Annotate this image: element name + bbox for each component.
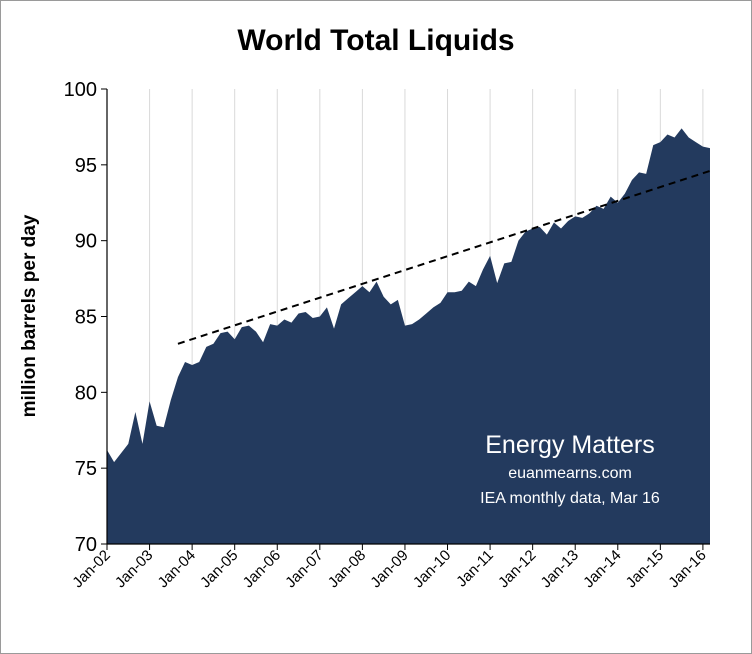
x-tick-label: Jan-09 xyxy=(367,547,411,591)
area-fill xyxy=(107,128,710,544)
y-tick-label: 85 xyxy=(75,307,97,329)
x-tick-label: Jan-16 xyxy=(665,547,709,591)
trendline-layer xyxy=(177,169,711,345)
y-tick-label: 70 xyxy=(75,534,97,556)
x-tick-label: Jan-08 xyxy=(325,547,369,591)
x-tick-label: Jan-05 xyxy=(197,547,241,591)
watermark-site: euanmearns.com xyxy=(508,465,632,482)
y-tick-label: 80 xyxy=(75,382,97,404)
trendline xyxy=(177,169,711,345)
y-tick-labels: 70 75 80 85 90 95 100 xyxy=(64,79,107,556)
x-tick-label: Jan-07 xyxy=(282,547,326,591)
x-tick-label: Jan-14 xyxy=(580,547,624,591)
watermark: Energy Matters euanmearns.com IEA monthl… xyxy=(470,429,670,511)
y-tick-label: 75 xyxy=(75,458,97,480)
watermark-source: IEA monthly data, Mar 16 xyxy=(480,490,660,507)
x-tick-labels: Jan-02Jan-03Jan-04Jan-05Jan-06Jan-07Jan-… xyxy=(69,544,710,591)
x-tick-label: Jan-15 xyxy=(623,547,667,591)
x-tick-label: Jan-11 xyxy=(453,547,497,591)
y-tick-label: 90 xyxy=(75,231,97,253)
chart-title: World Total Liquids xyxy=(237,24,515,57)
x-tick-label: Jan-04 xyxy=(154,547,198,591)
x-tick-label: Jan-10 xyxy=(410,547,454,591)
watermark-brand: Energy Matters xyxy=(485,431,655,459)
area-series xyxy=(107,128,710,544)
y-tick-label: 100 xyxy=(64,79,97,101)
x-tick-label: Jan-12 xyxy=(495,547,539,591)
x-tick-label: Jan-03 xyxy=(112,547,156,591)
x-tick-label: Jan-13 xyxy=(538,547,582,591)
x-tick-label: Jan-06 xyxy=(240,547,284,591)
y-tick-label: 95 xyxy=(75,155,97,177)
